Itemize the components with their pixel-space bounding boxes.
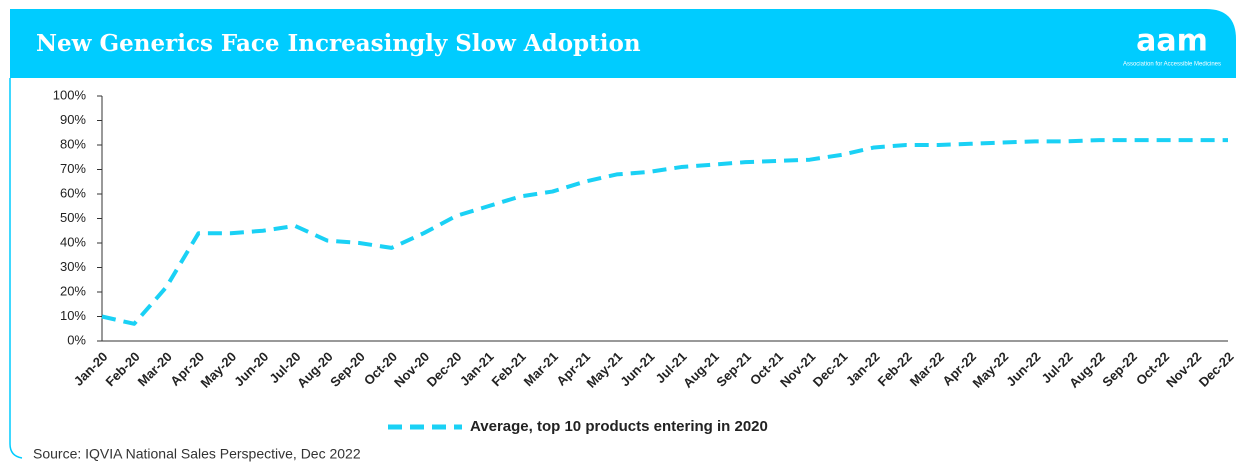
y-tick-label: 80%	[60, 136, 86, 151]
x-tick-label: Sep-21	[713, 349, 754, 390]
x-tick-label: Dec-22	[1196, 349, 1237, 390]
y-tick-label: 60%	[60, 185, 86, 200]
x-tick-label: Aug-22	[1066, 349, 1108, 391]
x-tick-label: Jun-21	[617, 349, 657, 389]
y-tick-label: 90%	[60, 112, 86, 127]
x-tick-label: Aug-21	[680, 349, 722, 391]
x-tick-label: Mar-22	[907, 349, 947, 389]
chart-title: New Generics Face Increasingly Slow Adop…	[36, 30, 641, 57]
line-series	[101, 138, 1228, 326]
x-tick-label: Nov-21	[777, 349, 818, 390]
x-tick-label: Jun-20	[231, 349, 271, 389]
x-tick-label: Jan-21	[457, 349, 497, 389]
y-tick-label: 70%	[60, 161, 86, 176]
x-tick-label: Sep-20	[327, 349, 368, 390]
logo-text: aam	[1136, 24, 1208, 59]
x-tick-label: Jan-20	[71, 349, 111, 389]
source-note: Source: IQVIA National Sales Perspective…	[33, 446, 361, 462]
x-tick-label: Nov-22	[1163, 349, 1204, 390]
x-tick-label: Mar-21	[521, 349, 561, 389]
x-tick-label: May-21	[584, 349, 626, 391]
y-tick-label: 100%	[53, 87, 87, 102]
x-tick-label: May-20	[197, 349, 239, 391]
header-banner	[10, 9, 1236, 78]
x-tick-label: May-22	[970, 349, 1012, 391]
x-tick-label: Nov-20	[391, 349, 432, 390]
logo-tagline: Association for Accessible Medicines	[1123, 62, 1221, 68]
y-tick-label: 10%	[60, 308, 86, 323]
y-tick-label: 20%	[60, 283, 86, 298]
x-tick-label: Feb-20	[102, 349, 142, 389]
frame	[9, 78, 23, 459]
y-tick-label: 40%	[60, 234, 86, 249]
x-tick-label: Feb-21	[489, 349, 529, 389]
y-tick-label: 30%	[60, 259, 86, 274]
x-tick-label: Jan-22	[843, 349, 883, 389]
x-tick-label: Mar-20	[135, 349, 175, 389]
x-tick-label: Feb-22	[875, 349, 915, 389]
x-tick-label: Sep-22	[1099, 349, 1140, 390]
y-tick-label: 50%	[60, 210, 86, 225]
x-tick-label: Jun-22	[1003, 349, 1043, 389]
y-tick-label: 0%	[67, 332, 86, 347]
x-tick-label: Dec-21	[810, 349, 851, 390]
legend-label: Average, top 10 products entering in 202…	[470, 418, 768, 435]
x-tick-label: Aug-20	[294, 349, 336, 391]
x-tick-label: Dec-20	[424, 349, 465, 390]
